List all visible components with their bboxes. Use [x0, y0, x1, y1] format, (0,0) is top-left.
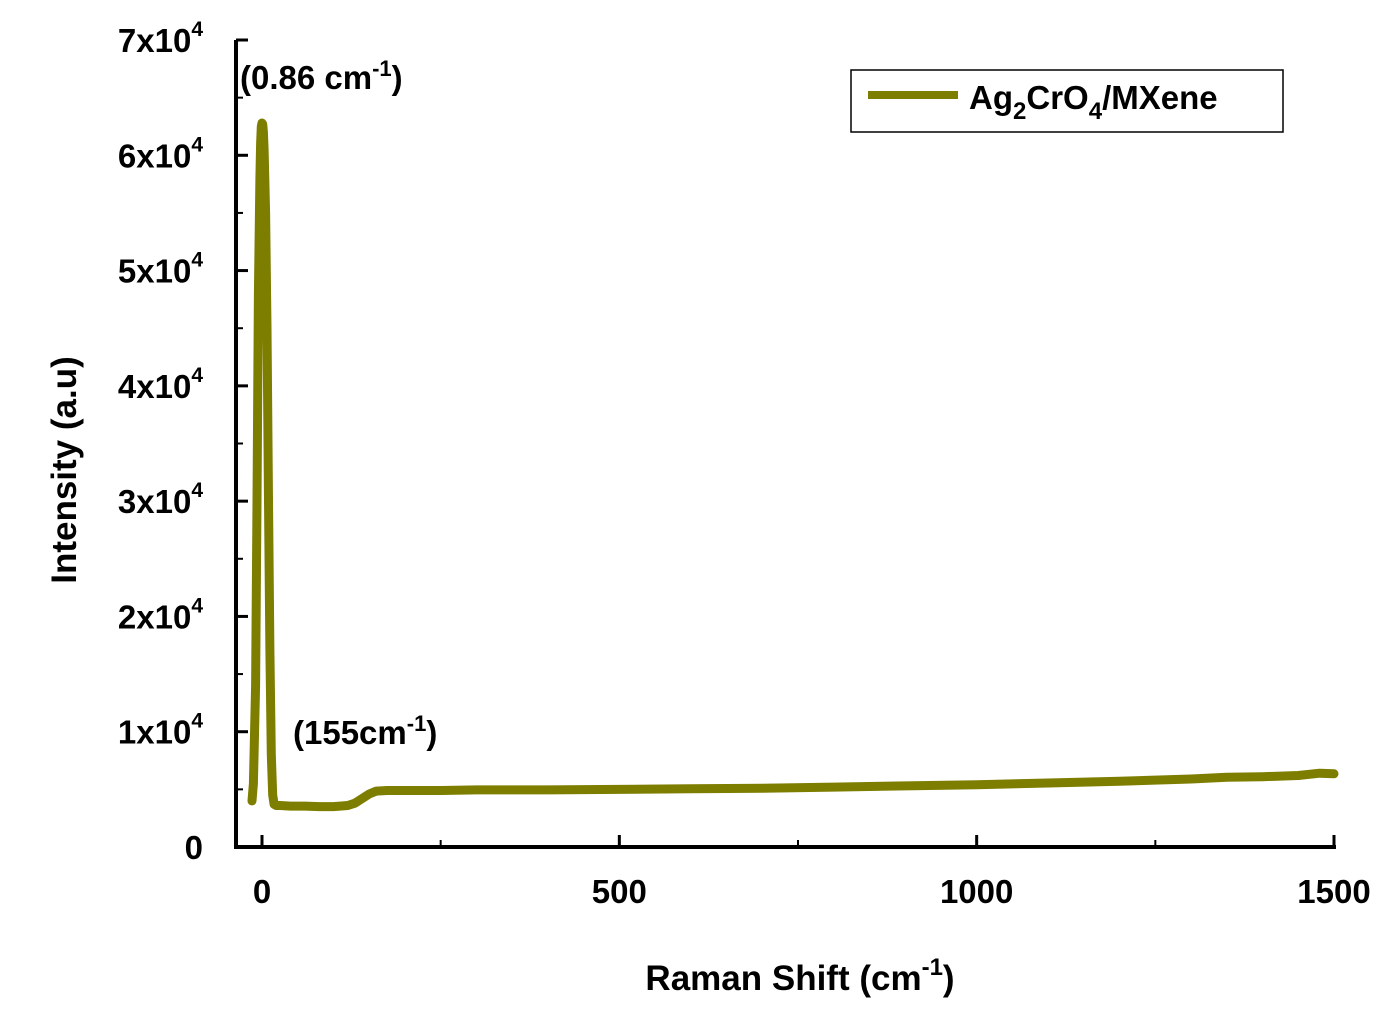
series-layer — [247, 118, 1339, 812]
y-tick-label: 5x104 — [118, 249, 203, 290]
y-tick-label: 6x104 — [118, 133, 203, 174]
annot-sup: -1 — [372, 56, 392, 81]
legend-label: Ag2CrO4/MXene — [969, 79, 1218, 125]
annot-sup: -1 — [407, 711, 427, 736]
x-tick-label: 1500 — [1297, 873, 1370, 910]
annot-text: (0.86 cm — [240, 59, 372, 96]
y-tick-label: 4x104 — [118, 364, 203, 405]
y-tick-label: 7x104 — [118, 18, 203, 59]
y-ticks: 0 1x104 2x104 3x104 4x104 5x104 6x104 7x104 — [118, 18, 248, 866]
annot-close: ) — [426, 714, 437, 751]
y-tick-label: 1x104 — [118, 710, 203, 751]
y-tick-label: 3x104 — [118, 479, 203, 520]
x-tick-label: 500 — [592, 873, 647, 910]
y-axis-title: Intensity (a.u) — [45, 356, 84, 584]
y-tick-label: 0 — [185, 829, 203, 866]
y-tick-label: 2x104 — [118, 594, 203, 635]
x-tick-label: 1000 — [940, 873, 1013, 910]
legend: Ag2CrO4/MXene — [850, 69, 1284, 133]
annot-text: (155cm — [293, 714, 407, 751]
series-line-0 — [247, 118, 1339, 812]
x-ticks: 0 500 1000 1500 — [253, 835, 1371, 910]
x-tick-label: 0 — [253, 873, 271, 910]
peak-annotation-155: (155cm-1) — [293, 711, 437, 751]
x-axis-title: Raman Shift (cm-1) — [645, 954, 954, 998]
legend-box — [850, 69, 1284, 133]
annot-close: ) — [392, 59, 403, 96]
peak-annotation-0.86: (0.86 cm-1) — [240, 56, 403, 96]
